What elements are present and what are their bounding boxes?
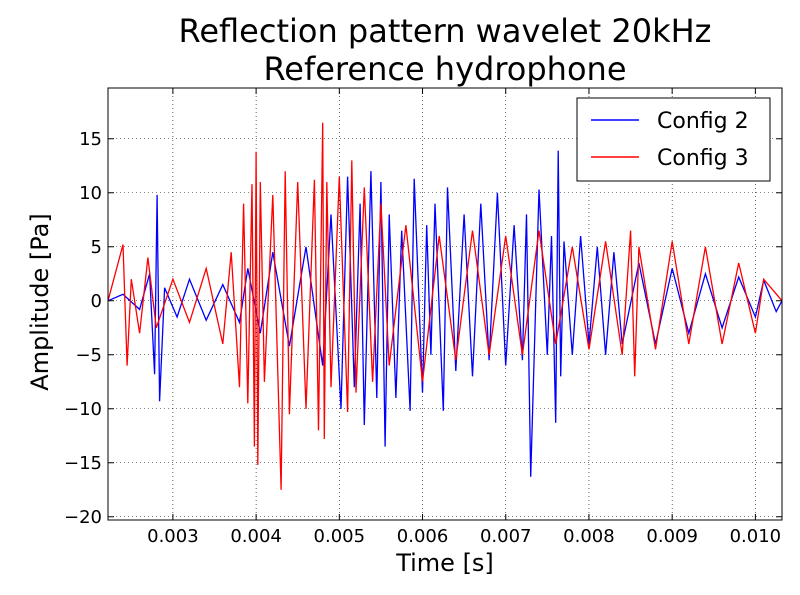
x-tick-label: 0.007	[480, 526, 532, 547]
y-tick-label: 0	[91, 291, 102, 312]
y-tick-label: 10	[79, 183, 102, 204]
y-tick-label: 15	[79, 129, 102, 150]
x-tick-label: 0.006	[397, 526, 449, 547]
series-line-config-3	[108, 122, 782, 490]
series-layer	[108, 122, 782, 490]
y-axis-ticks: −20 −15 −10 −5 0 5 10 15	[64, 129, 782, 528]
x-axis-label: Time [s]	[395, 549, 494, 577]
y-tick-label: −10	[64, 399, 102, 420]
y-tick-label: −15	[64, 453, 102, 474]
chart-title-line1: Reflection pattern wavelet 20kHz	[179, 12, 712, 50]
x-axis-ticks: 0.003 0.004 0.005 0.006 0.007 0.008 0.009 0.010	[147, 88, 781, 547]
chart-title: Reflection pattern wavelet 20kHz Referen…	[179, 12, 712, 88]
legend: Config 2 Config 3	[576, 97, 771, 182]
legend-label: Config 3	[657, 146, 749, 171]
chart-title-line2: Reference hydrophone	[263, 50, 626, 88]
series-line-config-2	[108, 150, 782, 477]
x-tick-label: 0.010	[730, 526, 782, 547]
x-tick-label: 0.009	[646, 526, 698, 547]
plot-frame	[107, 87, 783, 521]
x-tick-label: 0.003	[147, 526, 199, 547]
y-tick-label: −5	[75, 345, 102, 366]
legend-box	[576, 97, 771, 182]
x-tick-label: 0.005	[314, 526, 366, 547]
legend-label: Config 2	[657, 109, 749, 134]
x-tick-label: 0.008	[563, 526, 615, 547]
y-tick-label: −20	[64, 507, 102, 528]
y-axis-label: Amplitude [Pa]	[26, 213, 54, 390]
x-tick-label: 0.004	[230, 526, 282, 547]
y-tick-label: 5	[91, 237, 102, 258]
